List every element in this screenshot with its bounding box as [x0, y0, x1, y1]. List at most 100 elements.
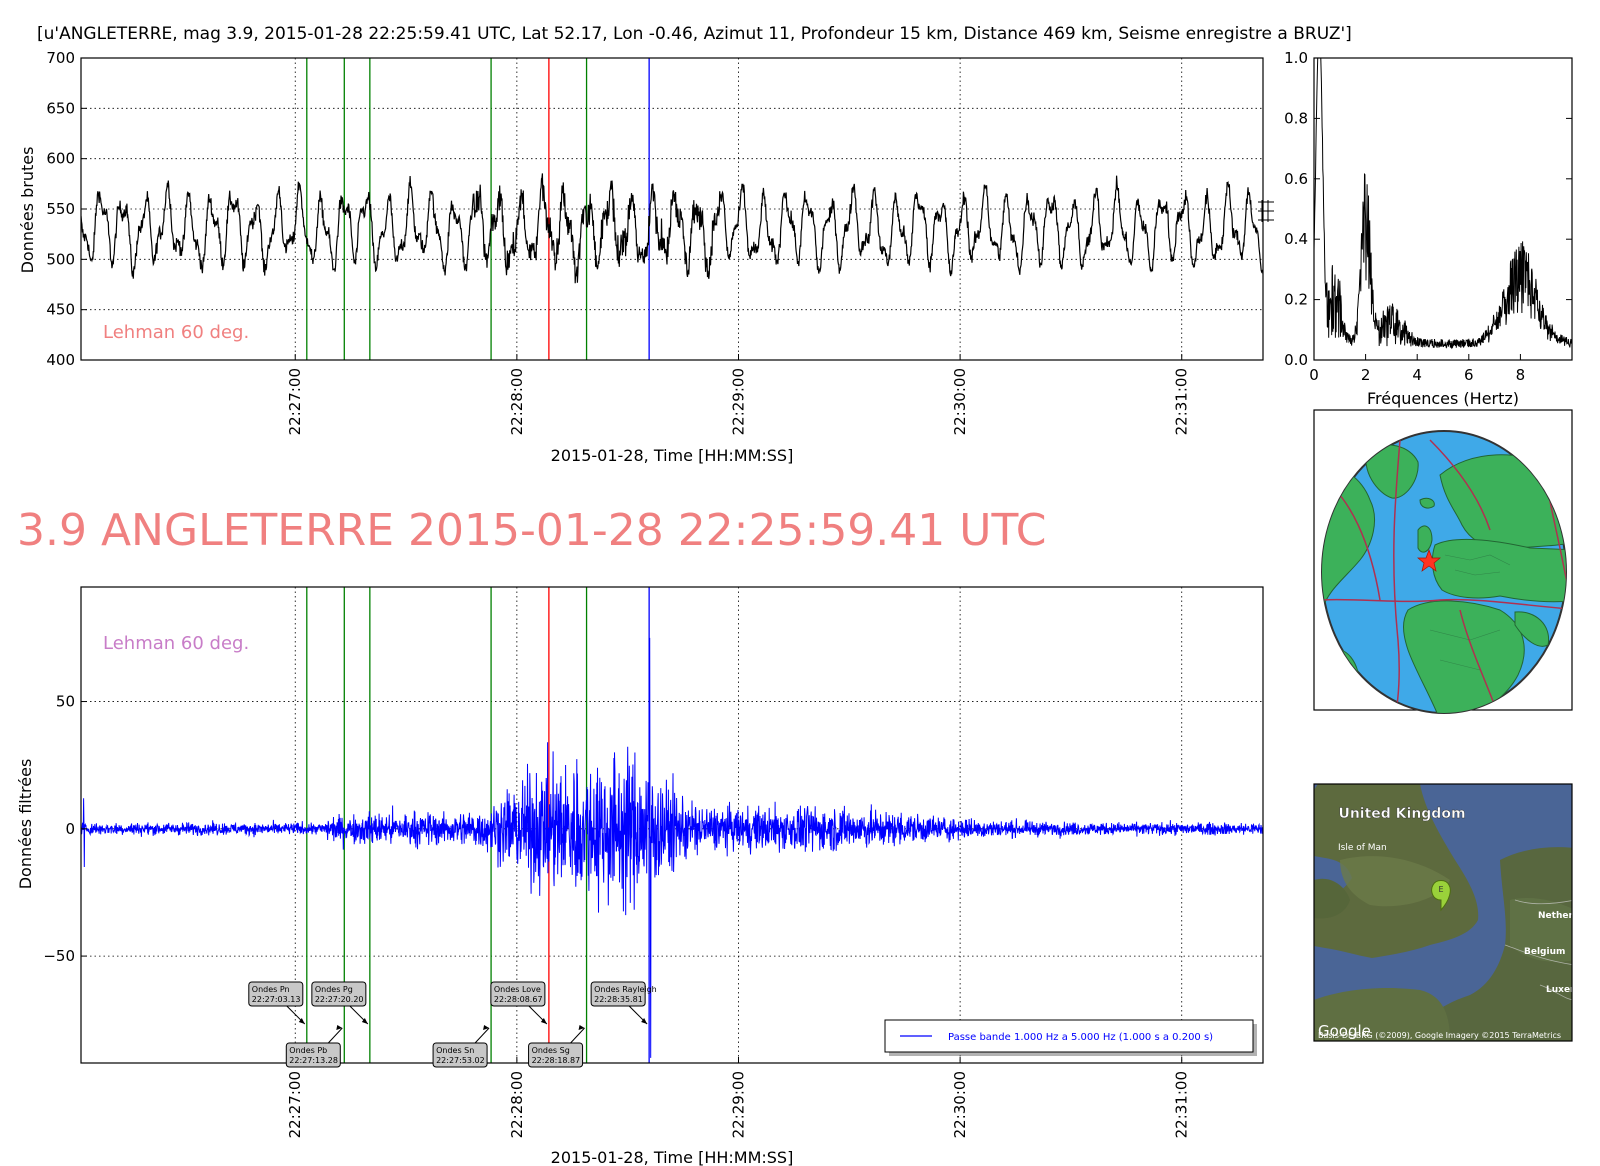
local-map-frame — [1313, 783, 1573, 1042]
raw-edge-markers — [1258, 200, 1274, 222]
phase-label-arrowhead — [578, 1025, 585, 1030]
filtered-x-axis-label: 2015-01-28, Time [HH:MM:SS] — [551, 1148, 794, 1166]
raw-y-tick-label: 550 — [46, 200, 75, 218]
map-label-belgium: Belgium — [1524, 947, 1565, 957]
map-label-united-kingdom: United Kingdom — [1338, 806, 1465, 822]
phase-label-arrowhead — [298, 1018, 305, 1024]
raw-grid — [81, 58, 1263, 360]
spectrum-y-tick-label: 0.2 — [1284, 291, 1308, 309]
raw-x-tick-label: 22:29:00 — [729, 368, 747, 435]
filtered-plot-frame — [80, 586, 1264, 1064]
spectrum-x-ticks: 0 2 4 6 8 — [1309, 354, 1525, 384]
phase-label-name: Ondes Pn — [252, 985, 290, 994]
raw-lehman-annotation: Lehman 60 deg. — [103, 322, 249, 343]
spectrum-x-tick-label: 0 — [1309, 366, 1319, 384]
raw-y-axis-label: Données brutes — [18, 147, 37, 274]
spectrum-y-tick-label: 1.0 — [1284, 49, 1308, 67]
phase-label-name: Ondes Pg — [315, 985, 353, 994]
spectrum-x-tick-label: 4 — [1412, 366, 1422, 384]
filtered-x-ticks: 22:27:00 22:28:00 22:29:00 22:30:00 22:31:00 — [286, 1057, 1191, 1138]
filtered-x-tick-label: 22:28:00 — [508, 1071, 526, 1138]
epicenter-star-icon — [1417, 549, 1441, 572]
raw-phase-lines — [306, 58, 650, 360]
filtered-x-tick-label: 22:31:00 — [1173, 1071, 1191, 1138]
map-label-luxembourg: Luxem — [1546, 985, 1579, 995]
globe-map — [1313, 409, 1573, 714]
raw-trace — [81, 173, 1263, 284]
phase-label-time: 22:27:20.20 — [315, 995, 364, 1004]
raw-x-tick-label: 22:28:00 — [508, 368, 526, 435]
phase-label-name: Ondes Love — [494, 985, 541, 994]
phase-label-arrowhead — [641, 1018, 648, 1024]
phase-label-arrow — [474, 1027, 490, 1044]
raw-y-tick-label: 450 — [46, 301, 75, 319]
filtered-y-tick-label: 50 — [56, 693, 75, 711]
map-marker-pin-icon: E — [1431, 880, 1451, 912]
raw-y-tick-label: 600 — [46, 150, 75, 168]
filtered-y-axis-label: Données filtrées — [16, 759, 35, 890]
raw-y-tick-label: 650 — [46, 99, 75, 117]
filtered-lehman-annotation: Lehman 60 deg. — [103, 633, 249, 654]
raw-x-tick-label: 22:27:00 — [286, 368, 304, 435]
raw-x-tick-label: 22:31:00 — [1173, 368, 1191, 435]
phase-label-name: Ondes Sn — [436, 1046, 474, 1055]
phase-label-arrow — [327, 1027, 343, 1044]
filtered-y-tick-label: 0 — [65, 820, 75, 838]
phase-label-time: 22:27:03.13 — [252, 995, 301, 1004]
legend-label: Passe bande 1.000 Hz a 5.000 Hz (1.000 s… — [948, 1032, 1213, 1043]
phase-label-arrowhead — [483, 1025, 490, 1030]
spectrum-x-axis-label: Fréquences (Hertz) — [1367, 389, 1519, 408]
spectrum-y-tick-label: 0.8 — [1284, 109, 1308, 127]
raw-x-ticks: 22:27:00 22:28:00 22:29:00 22:30:00 22:31:00 — [286, 354, 1191, 435]
phase-label-arrowhead — [540, 1018, 547, 1024]
phase-label-name: Ondes Pb — [289, 1046, 327, 1055]
phase-label-arrow — [570, 1027, 585, 1044]
phase-label-arrowhead — [336, 1025, 343, 1030]
spectrum-y-tick-label: 0.6 — [1284, 170, 1308, 188]
phase-label-time: 22:27:13.28 — [289, 1056, 338, 1065]
filtered-x-tick-label: 22:30:00 — [951, 1071, 969, 1138]
spectrum-y-tick-label: 0.0 — [1284, 351, 1308, 369]
filtered-trace — [81, 637, 1263, 1058]
map-attribution: Basis-DE/BKG (©2009), Google Imagery ©20… — [1318, 1031, 1561, 1040]
filtered-legend: Passe bande 1.000 Hz a 5.000 Hz (1.000 s… — [884, 1019, 1257, 1056]
spectrum-x-tick-label: 8 — [1516, 366, 1526, 384]
filtered-x-tick-label: 22:29:00 — [729, 1071, 747, 1138]
local-map: United Kingdom Isle of Man Netherl Belgi… — [1313, 783, 1579, 1042]
filtered-y-tick-label: −50 — [43, 947, 75, 965]
raw-y-tick-label: 400 — [46, 351, 75, 369]
phase-label-time: 22:28:08.67 — [494, 995, 543, 1004]
filtered-y-ticks: −50 0 50 — [43, 693, 87, 965]
map-label-isle-of-man: Isle of Man — [1338, 843, 1387, 853]
spectrum-trace — [1314, 58, 1572, 350]
svg-text:E: E — [1438, 885, 1443, 894]
phase-label-name: Ondes Rayleigh — [594, 985, 657, 994]
filtered-x-tick-label: 22:27:00 — [286, 1071, 304, 1138]
phase-label-time: 22:28:35.81 — [594, 995, 643, 1004]
phase-label-name: Ondes Sg — [532, 1046, 570, 1055]
phase-label-time: 22:28:18.87 — [532, 1056, 581, 1065]
phase-label-arrowhead — [361, 1018, 368, 1024]
spectrum-chart: 0.0 0.2 0.4 0.6 0.8 1.0 0 2 4 6 8 Fréquences (Her… — [1284, 49, 1573, 408]
figure-title: [u'ANGLETERRE, mag 3.9, 2015-01-28 22:25… — [37, 24, 1352, 44]
raw-x-tick-label: 22:30:00 — [951, 368, 969, 435]
raw-y-ticks: 400 450 500 550 600 650 700 — [46, 49, 87, 369]
raw-x-axis-label: 2015-01-28, Time [HH:MM:SS] — [551, 446, 794, 465]
google-logo: Google — [1318, 1022, 1371, 1040]
spectrum-x-tick-label: 6 — [1464, 366, 1474, 384]
spectrum-plot-frame — [1313, 57, 1573, 361]
phase-label-time: 22:27:53.02 — [436, 1056, 485, 1065]
spectrum-x-tick-label: 2 — [1361, 366, 1371, 384]
raw-y-tick-label: 700 — [46, 49, 75, 67]
